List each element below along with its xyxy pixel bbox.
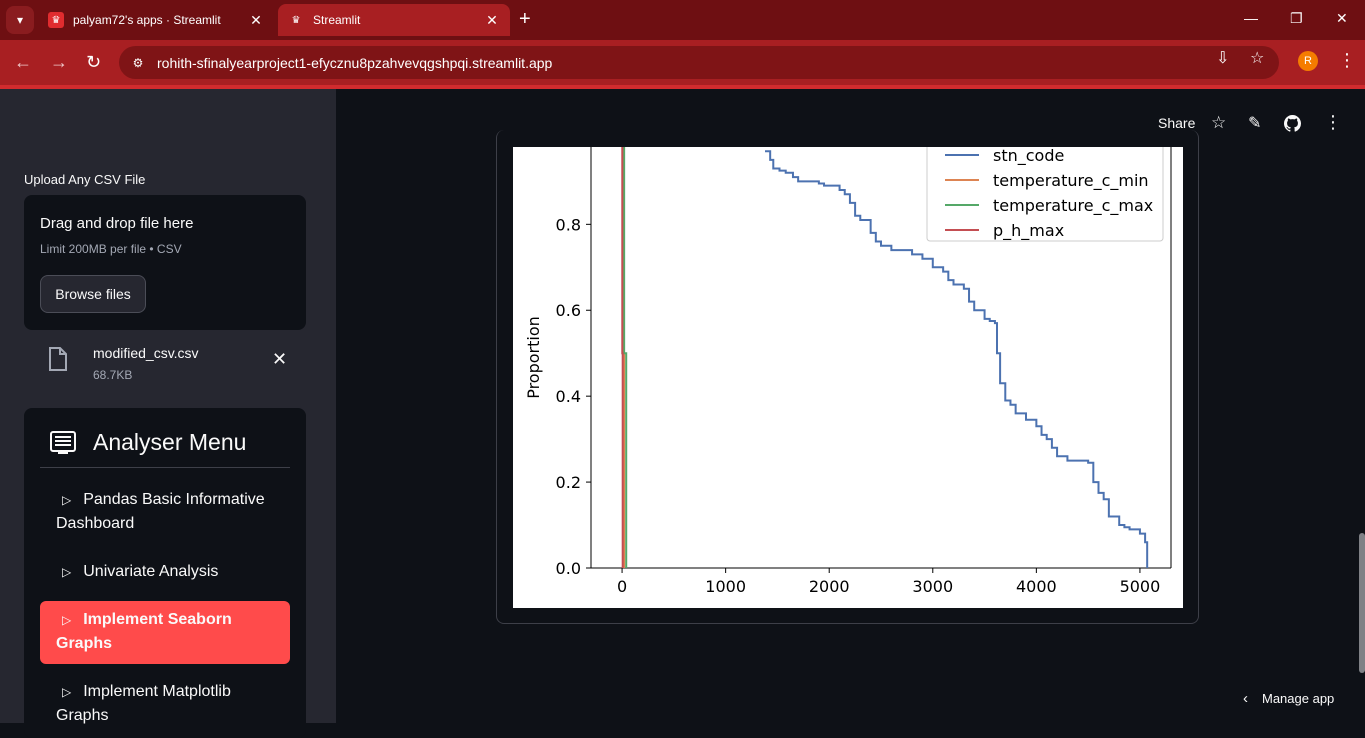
file-icon — [48, 347, 68, 371]
chevron-down-icon: ▾ — [17, 13, 23, 27]
y-axis-label: Proportion — [524, 316, 543, 399]
install-app-icon[interactable]: ⇩ — [1216, 48, 1229, 68]
legend-entry: p_h_max — [993, 221, 1064, 241]
address-bar[interactable]: ⚙ rohith-sfinalyearproject1-efycznu8pzah… — [119, 46, 1279, 79]
profile-avatar[interactable]: R — [1298, 51, 1318, 71]
file-size: 68.7KB — [93, 368, 132, 382]
restore-icon[interactable]: ❐ — [1290, 10, 1303, 27]
dropzone-title: Drag and drop file here — [40, 215, 193, 232]
pencil-icon[interactable]: ✎ — [1248, 113, 1261, 133]
forward-arrow-icon[interactable]: → — [50, 52, 68, 72]
remove-file-icon[interactable]: ✕ — [272, 349, 287, 370]
y-tick-label: 0.2 — [556, 473, 581, 492]
menu-item-label-line2: Graphs — [56, 632, 274, 656]
reload-icon[interactable]: ↻ — [86, 52, 101, 72]
x-tick-label: 2000 — [809, 577, 850, 596]
manage-app-label: Manage app — [1262, 691, 1334, 706]
y-tick-label: 0.4 — [556, 387, 581, 406]
play-outline-icon: ▷ — [62, 680, 71, 704]
chevron-left-icon: ‹ — [1243, 690, 1248, 707]
github-icon[interactable] — [1284, 115, 1301, 132]
browser-tab-strip: ▾ ♛ palyam72's apps · Streamlit ✕ ♛ Stre… — [0, 0, 1365, 40]
x-tick-label: 5000 — [1120, 577, 1161, 596]
page-scrollbar[interactable] — [1359, 533, 1365, 673]
dropzone-limit: Limit 200MB per file • CSV — [40, 242, 182, 256]
menu-header: Analyser Menu — [40, 426, 290, 468]
y-tick-label: 0.0 — [556, 559, 581, 578]
star-icon[interactable]: ☆ — [1211, 113, 1226, 133]
bookmark-star-icon[interactable]: ☆ — [1250, 48, 1264, 68]
tab-title: palyam72's apps · Streamlit — [73, 13, 248, 27]
chart-container: 0 1000 2000 3000 4000 5000 0.0 0.2 0.4 0.6 0.8 Prop… — [513, 147, 1183, 608]
menu-item-seaborn-graphs[interactable]: ▷ Implement Seaborn Graphs — [40, 601, 290, 664]
tab-search-button[interactable]: ▾ — [6, 6, 34, 34]
site-info-icon[interactable]: ⚙ — [127, 52, 149, 74]
browser-menu-icon[interactable]: ⋮ — [1338, 50, 1356, 71]
menu-item-label: Univariate Analysis — [83, 563, 218, 580]
menu-item-pandas-dashboard[interactable]: ▷ Pandas Basic Informative Dashboard — [40, 488, 290, 538]
uploaded-file: modified_csv.csv 68.7KB ✕ — [24, 339, 306, 389]
streamlit-favicon-icon: ♛ — [48, 12, 64, 28]
menu-item-label: Pandas Basic Informative — [83, 491, 264, 508]
play-outline-icon: ▷ — [62, 560, 71, 584]
legend-entry: temperature_c_min — [993, 171, 1149, 191]
legend-entry: stn_code — [993, 147, 1064, 166]
streamlit-favicon-icon: ♛ — [288, 12, 304, 28]
browse-files-button[interactable]: Browse files — [40, 275, 146, 313]
x-tick-label: 4000 — [1016, 577, 1057, 596]
menu-list-icon — [50, 431, 76, 455]
legend-entry: temperature_c_max — [993, 196, 1153, 216]
y-tick-label: 0.6 — [556, 301, 581, 320]
window-close-icon[interactable]: ✕ — [1336, 10, 1348, 27]
minimize-icon[interactable]: — — [1244, 10, 1258, 26]
play-outline-icon: ▷ — [62, 488, 71, 512]
menu-item-label: Implement Matplotlib — [83, 683, 231, 700]
x-tick-label: 3000 — [912, 577, 953, 596]
close-icon[interactable]: ✕ — [484, 12, 500, 29]
upload-label: Upload Any CSV File — [24, 172, 145, 187]
menu-item-label: Implement Seaborn — [83, 611, 231, 628]
menu-item-label-line2: Dashboard — [56, 512, 274, 536]
menu-title: Analyser Menu — [93, 429, 246, 456]
y-tick-label: 0.8 — [556, 215, 581, 234]
file-dropzone[interactable]: Drag and drop file here Limit 200MB per … — [24, 195, 306, 330]
x-tick-label: 0 — [617, 577, 627, 596]
tab-title: Streamlit — [313, 13, 484, 27]
manage-app-button[interactable]: ‹ Manage app — [1243, 690, 1334, 707]
close-icon[interactable]: ✕ — [248, 12, 264, 29]
sidebar: Upload Any CSV File Drag and drop file h… — [0, 89, 336, 723]
menu-item-univariate-analysis[interactable]: ▷ Univariate Analysis — [40, 560, 290, 586]
url-text: rohith-sfinalyearproject1-efycznu8pzahve… — [157, 55, 552, 71]
more-vert-icon[interactable]: ⋮ — [1324, 112, 1342, 133]
menu-item-label-line2: Graphs — [56, 704, 274, 728]
x-tick-label: 1000 — [705, 577, 746, 596]
tab-palyam-apps[interactable]: ♛ palyam72's apps · Streamlit ✕ — [38, 4, 274, 36]
play-outline-icon: ▷ — [62, 608, 71, 632]
new-tab-icon[interactable]: + — [519, 9, 531, 29]
analyser-menu: Analyser Menu ▷ Pandas Basic Informative … — [24, 408, 306, 738]
share-button[interactable]: Share — [1158, 115, 1195, 131]
file-name: modified_csv.csv — [93, 345, 199, 361]
tab-streamlit[interactable]: ♛ Streamlit ✕ — [278, 4, 510, 36]
ecdf-chart: 0 1000 2000 3000 4000 5000 0.0 0.2 0.4 0.6 0.8 Prop… — [513, 147, 1183, 608]
browser-toolbar: ← → ↻ ⚙ rohith-sfinalyearproject1-efyczn… — [0, 40, 1365, 85]
back-arrow-icon[interactable]: ← — [14, 52, 32, 72]
